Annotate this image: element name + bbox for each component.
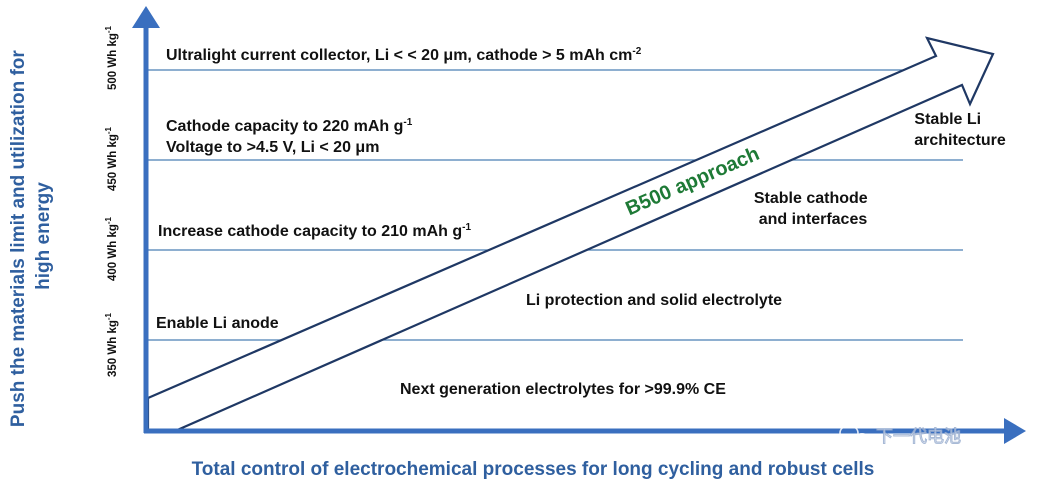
stable-cathode-line-1: Stable cathode: [754, 190, 868, 207]
wechat-icon: [839, 424, 871, 447]
milestone-cathode-210: Increase cathode capacity to 210 mAh g-1: [158, 222, 471, 240]
y-axis-title: Push the materials limit and utilization…: [8, 45, 54, 427]
y-axis-title-line-2: high energy: [33, 182, 54, 290]
milestone-stable-cathode: Stable cathode and interfaces: [754, 190, 872, 228]
x-axis-arrowhead: [1004, 418, 1026, 444]
stable-cathode-line-2: and interfaces: [759, 211, 868, 228]
milestone-next-gen: Next generation electrolytes for >99.9% …: [400, 381, 726, 398]
watermark-text: 下一代电池: [876, 426, 961, 446]
milestone-stable-li: Stable Li architecture: [914, 111, 1006, 149]
energy-level-350: 350 Wh kg-1: [104, 312, 119, 377]
energy-level-400: 400 Wh kg-1: [104, 216, 119, 281]
milestone-ultralight: Ultralight current collector, Li < < 20 …: [166, 46, 642, 64]
x-axis-title: Total control of electrochemical process…: [192, 459, 875, 480]
y-axis-title-line-1: Push the materials limit and utilization…: [8, 50, 29, 427]
milestone-cathode-220: Cathode capacity to 220 mAh g-1: [166, 117, 413, 135]
watermark: 下一代电池: [839, 424, 961, 447]
milestone-li-protection: Li protection and solid electrolyte: [526, 292, 782, 309]
stable-li-line-1: Stable Li: [914, 111, 981, 128]
energy-level-450: 450 Wh kg-1: [104, 126, 119, 191]
milestone-enable-li: Enable Li anode: [156, 315, 279, 332]
y-axis-arrowhead: [132, 6, 160, 28]
milestone-voltage: Voltage to >4.5 V, Li < 20 μm: [166, 139, 379, 156]
stable-li-line-2: architecture: [914, 132, 1006, 149]
energy-level-500: 500 Wh kg-1: [104, 25, 119, 90]
